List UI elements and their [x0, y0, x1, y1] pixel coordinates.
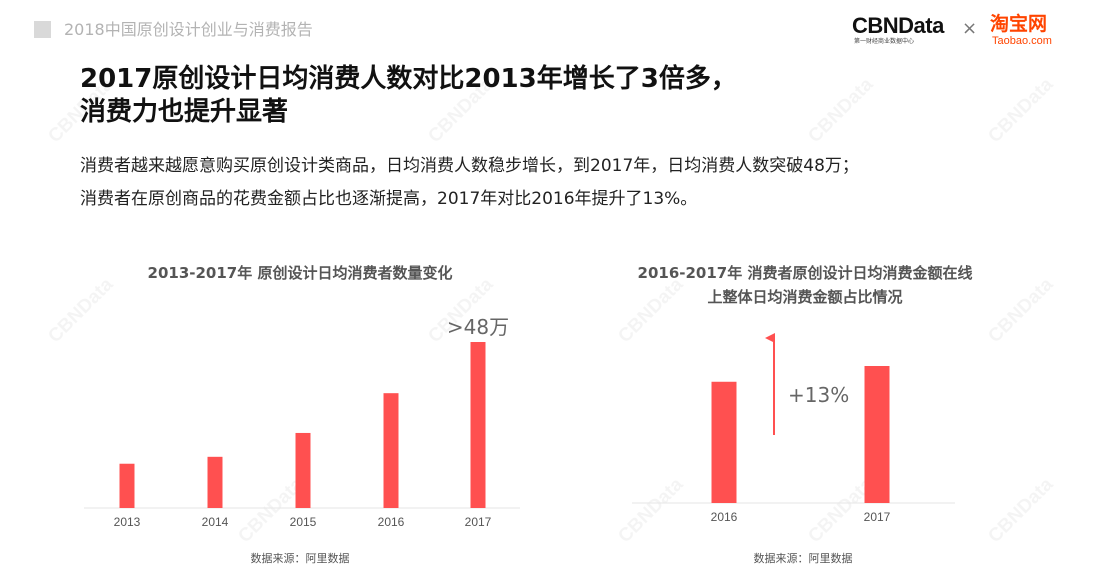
chart1-tick-2016: 2016	[378, 515, 405, 529]
chart1-source: 数据来源：阿里数据	[250, 552, 350, 565]
chart1-bar-2017	[470, 342, 486, 508]
chart1-annotation: >48万	[447, 315, 509, 339]
chart2-bar-2016	[711, 381, 737, 503]
chart1-bar-2015	[295, 432, 311, 508]
chart1-tick-2013: 2013	[114, 515, 141, 529]
brand-separator: ×	[962, 18, 978, 39]
page-title-line2: 消费力也提升显著	[80, 97, 289, 127]
chart1-tick-2017: 2017	[465, 515, 492, 529]
chart2-title-line2: 上整体日均消费金额占比情况	[707, 288, 903, 306]
page-title-line1: 2017原创设计日均消费人数对比2013年增长了3倍多，	[80, 64, 737, 94]
chart1-title: 2013-2017年 原创设计日均消费者数量变化	[147, 264, 453, 282]
chart1-bar-2016	[383, 393, 399, 508]
description-line2: 消费者在原创商品的花费金额占比也逐渐提高，2017年对比2016年提升了13%。	[80, 189, 698, 209]
chart1-bar-2014	[207, 456, 223, 508]
chart2-tick-2016: 2016	[711, 510, 738, 524]
chart1-tick-2015: 2015	[290, 515, 317, 529]
chart1-tick-2014: 2014	[202, 515, 229, 529]
chart2-title: 2016-2017年 消费者原创设计日均消费金额在线 上整体日均消费金额占比情况	[595, 261, 1015, 309]
description-line1: 消费者越来越愿意购买原创设计类商品，日均消费人数稳步增长，到2017年，日均消费…	[80, 156, 859, 176]
brand-logos: CBNData 第一财经商业数据中心 × 淘宝网 Taobao.com	[852, 13, 1078, 48]
taobao-logo: 淘宝网	[990, 13, 1048, 35]
header-square-icon	[34, 21, 51, 38]
chart2-tick-2017: 2017	[864, 510, 891, 524]
chart2-title-line1: 2016-2017年 消费者原创设计日均消费金额在线	[637, 264, 973, 282]
chart2-bar-2017	[864, 366, 890, 503]
cbndata-subtitle: 第一财经商业数据中心	[854, 38, 915, 45]
cbndata-logo: CBNData	[852, 13, 944, 38]
description: 消费者越来越愿意购买原创设计类商品，日均消费人数稳步增长，到2017年，日均消费…	[80, 150, 1040, 216]
chart2-source: 数据来源：阿里数据	[753, 552, 853, 565]
chart1-bar-2013	[119, 463, 135, 508]
page-title: 2017原创设计日均消费人数对比2013年增长了3倍多， 消费力也提升显著	[80, 63, 820, 129]
chart2-annotation: +13%	[788, 383, 849, 407]
taobao-domain: Taobao.com	[992, 35, 1052, 47]
report-title: 2018中国原创设计创业与消费报告	[64, 20, 313, 39]
